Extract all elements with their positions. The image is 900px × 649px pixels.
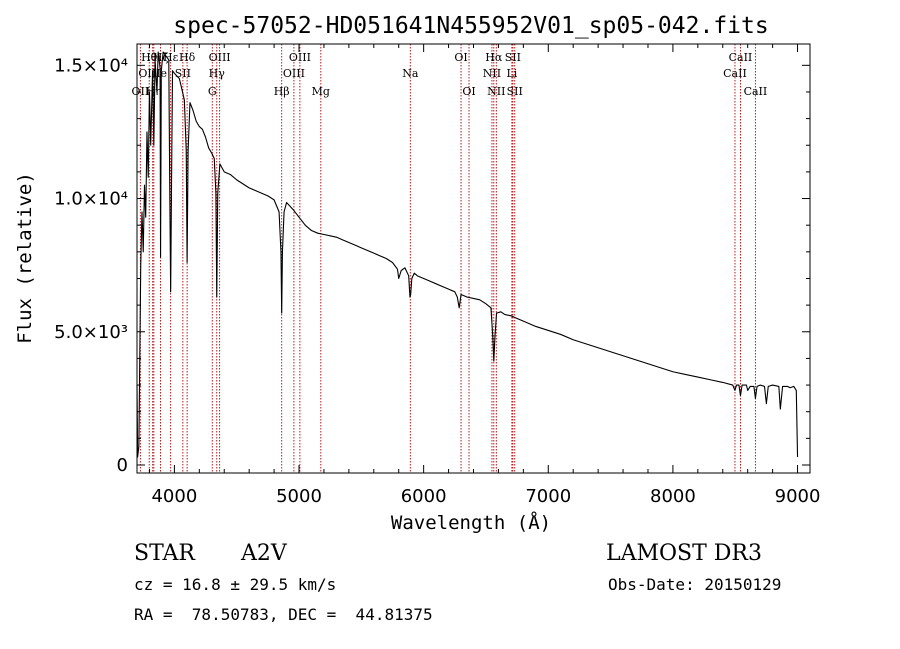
line-label-caii: CaII — [729, 51, 753, 64]
plot-frame — [136, 43, 811, 474]
y-axis-ticks: 0 5.0×10³ 1.0×10⁴ 1.5×10⁴ — [54, 55, 810, 476]
survey-name: LAMOST DR3 — [606, 541, 762, 566]
line-label-hγ: Hγ — [209, 67, 226, 80]
line-label-sii: SII — [175, 67, 191, 80]
x-tick-label: 4000 — [151, 486, 197, 507]
line-label-hη: Hη — [146, 85, 162, 98]
y-tick-label: 1.5×10⁴ — [54, 55, 128, 76]
line-label-hε: Hε — [163, 51, 179, 64]
line-label-sii: SII — [507, 85, 523, 98]
y-tick-label: 1.0×10⁴ — [54, 189, 128, 210]
x-tick-label: 5000 — [276, 486, 322, 507]
redshift-cz: cz = 16.8 ± 29.5 km/s — [134, 575, 336, 594]
object-subclass: A2V — [240, 541, 288, 566]
line-label-mg: Mg — [312, 85, 330, 98]
line-label-nii: NII — [487, 85, 505, 98]
line-label-nii: NII — [483, 67, 501, 80]
x-tick-label: 9000 — [775, 486, 821, 507]
x-tick-label: 8000 — [650, 486, 696, 507]
x-tick-label: 7000 — [525, 486, 571, 507]
line-label-na: Na — [402, 67, 419, 80]
line-label-hα: Hα — [485, 51, 503, 64]
y-tick-label: 5.0×10³ — [54, 322, 128, 343]
line-label-oiii: OIII — [289, 51, 311, 64]
y-tick-label: 0 — [117, 455, 128, 476]
line-label-sii: SII — [505, 51, 521, 64]
spectrum-line — [136, 51, 799, 458]
x-axis-label: Wavelength (Å) — [391, 511, 551, 534]
x-axis-ticks: 4000 5000 6000 7000 8000 9000 — [148, 44, 821, 507]
line-label-hδ: Hδ — [179, 51, 196, 64]
line-label-caii: CaII — [723, 67, 747, 80]
line-label-g: G — [208, 85, 217, 98]
line-label-oi: OI — [462, 85, 475, 98]
line-label-hθ: Hθ — [141, 51, 158, 64]
observation-date: Obs-Date: 20150129 — [608, 575, 781, 594]
line-label-oiii: OIII — [283, 67, 305, 80]
chart-title: spec-57052-HD051641N455952V01_sp05-042.f… — [173, 13, 768, 39]
line-label-oiii: OIII — [209, 51, 231, 64]
y-axis-label: Flux (relative) — [14, 172, 36, 344]
object-class: STAR — [134, 541, 196, 566]
x-tick-label: 6000 — [401, 486, 447, 507]
line-label-caii: CaII — [744, 85, 768, 98]
coordinates: RA = 78.50783, DEC = 44.81375 — [134, 605, 433, 624]
spectral-line-markers — [139, 44, 756, 473]
line-label-oi: OI — [454, 51, 467, 64]
line-label-li: Li — [506, 67, 517, 80]
line-label-hβ: Hβ — [274, 85, 290, 98]
